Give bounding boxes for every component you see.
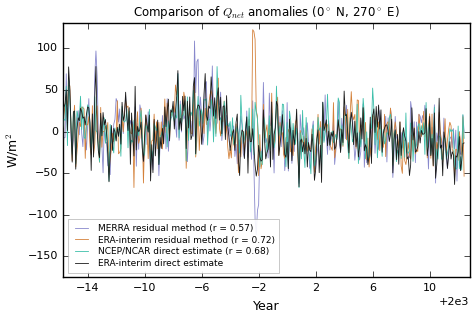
ERA-interim residual method (r = 0.72) [130, 122, 136, 126]
ERA-interim residual method (r = 0.72) [414, 148, 419, 152]
ERA-interim direct estimate [100, 111, 106, 114]
NCEP/NCAR direct estimate (r = 0.68) [56, 135, 62, 139]
ERA-interim direct estimate [186, 126, 191, 130]
NCEP/NCAR direct estimate (r = 0.68) [99, 133, 105, 137]
ERA-interim residual method (r = 0.72) [99, 145, 105, 149]
Legend: MERRA residual method (r = 0.57), ERA-interim residual method (r = 0.72), NCEP/N: MERRA residual method (r = 0.57), ERA-in… [68, 219, 279, 273]
MERRA residual method (r = 0.57) [101, 123, 107, 127]
MERRA residual method (r = 0.57) [100, 171, 106, 175]
ERA-interim direct estimate [56, 121, 62, 125]
ERA-interim direct estimate [131, 154, 137, 158]
ERA-interim residual method (r = 0.72) [461, 174, 467, 178]
MERRA residual method (r = 0.57) [99, 142, 105, 146]
Title: Comparison of $Q_{net}$ anomalies (0$^\circ$ N, 270$^\circ$ E): Comparison of $Q_{net}$ anomalies (0$^\c… [133, 4, 400, 22]
NCEP/NCAR direct estimate (r = 0.68) [130, 140, 136, 144]
ERA-interim direct estimate [296, 185, 302, 189]
ERA-interim residual method (r = 0.72) [100, 129, 106, 133]
Line: NCEP/NCAR direct estimate (r = 0.68): NCEP/NCAR direct estimate (r = 0.68) [59, 67, 464, 188]
ERA-interim residual method (r = 0.72) [131, 186, 137, 190]
MERRA residual method (r = 0.57) [461, 130, 467, 133]
MERRA residual method (r = 0.57) [56, 145, 62, 149]
NCEP/NCAR direct estimate (r = 0.68) [100, 127, 106, 131]
MERRA residual method (r = 0.57) [414, 120, 419, 124]
X-axis label: Year: Year [253, 300, 280, 313]
ERA-interim residual method (r = 0.72) [101, 130, 107, 133]
ERA-interim direct estimate [93, 65, 99, 68]
ERA-interim residual method (r = 0.72) [250, 28, 255, 32]
NCEP/NCAR direct estimate (r = 0.68) [101, 116, 107, 120]
ERA-interim direct estimate [414, 149, 419, 153]
Line: ERA-interim direct estimate: ERA-interim direct estimate [59, 67, 464, 187]
NCEP/NCAR direct estimate (r = 0.68) [414, 143, 419, 146]
MERRA residual method (r = 0.57) [130, 120, 136, 124]
ERA-interim direct estimate [101, 123, 107, 127]
NCEP/NCAR direct estimate (r = 0.68) [214, 65, 220, 68]
ERA-interim direct estimate [102, 118, 108, 121]
ERA-interim residual method (r = 0.72) [56, 139, 62, 142]
Line: ERA-interim residual method (r = 0.72): ERA-interim residual method (r = 0.72) [59, 30, 464, 188]
MERRA residual method (r = 0.57) [191, 39, 197, 43]
NCEP/NCAR direct estimate (r = 0.68) [296, 186, 302, 190]
ERA-interim direct estimate [461, 141, 467, 145]
ERA-interim residual method (r = 0.72) [186, 115, 191, 119]
MERRA residual method (r = 0.57) [184, 160, 190, 164]
Y-axis label: W/m$^2$: W/m$^2$ [4, 133, 20, 168]
MERRA residual method (r = 0.57) [254, 233, 259, 236]
NCEP/NCAR direct estimate (r = 0.68) [184, 95, 190, 99]
NCEP/NCAR direct estimate (r = 0.68) [461, 136, 467, 140]
Line: MERRA residual method (r = 0.57): MERRA residual method (r = 0.57) [59, 41, 464, 235]
